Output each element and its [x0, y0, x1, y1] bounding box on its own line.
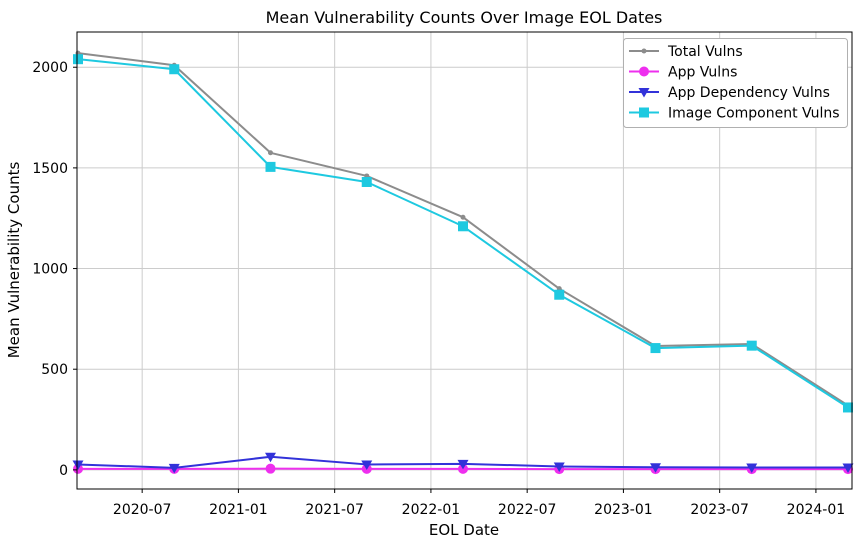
legend-label-app-dependency-vulns: App Dependency Vulns — [668, 85, 830, 101]
x-tick-label: 2020-07 — [113, 502, 172, 518]
y-tick-label: 500 — [41, 362, 68, 378]
data-point-marker-image-component-vulns — [73, 54, 83, 65]
data-point-marker-image-component-vulns — [458, 221, 468, 232]
series-app-dependency-vulns — [72, 452, 854, 474]
data-point-marker-app-dependency-vulns — [361, 460, 373, 470]
x-tick-label: 2023-07 — [690, 502, 749, 518]
legend-item-app-dependency-vulns: App Dependency Vulns — [629, 85, 830, 101]
chart-title: Mean Vulnerability Counts Over Image EOL… — [266, 8, 663, 27]
data-point-marker-app-dependency-vulns — [553, 462, 565, 472]
data-point-marker-image-component-vulns — [169, 64, 180, 75]
data-point-marker-app-dependency-vulns — [265, 452, 276, 463]
x-tick-label: 2024-01 — [787, 502, 846, 518]
legend-label-image-component-vulns: Image Component Vulns — [668, 106, 840, 122]
data-point-marker-total-vulns — [460, 214, 466, 220]
legend-label-app-vulns: App Vulns — [668, 65, 737, 81]
data-point-marker-app-dependency-vulns — [72, 460, 84, 470]
x-tick-label: 2022-01 — [402, 502, 461, 518]
legend-marker-app-dependency-vulns — [638, 88, 650, 98]
x-tick-label: 2023-01 — [594, 502, 653, 518]
x-tick-label: 2021-01 — [209, 502, 268, 518]
legend: Total Vulns App Vulns App Dependency Vulns… — [623, 38, 848, 128]
data-point-marker-app-vulns — [265, 463, 276, 474]
y-tick-label: 0 — [59, 463, 68, 479]
data-point-marker-app-dependency-vulns — [842, 463, 854, 473]
y-tick-label: 1500 — [32, 161, 68, 177]
x-tick-label: 2021-07 — [305, 502, 364, 518]
series-image-component-vulns — [73, 54, 853, 413]
data-point-marker-image-component-vulns — [361, 176, 372, 187]
legend-box — [623, 38, 848, 128]
x-axis-label: EOL Date — [429, 521, 499, 539]
x-tick-label: 2022-07 — [498, 502, 557, 518]
data-point-marker-app-dependency-vulns — [650, 463, 661, 473]
data-point-marker-image-component-vulns — [650, 343, 661, 354]
y-axis-label: Mean Vulnerability Counts — [5, 162, 23, 359]
data-point-marker-image-component-vulns — [265, 161, 276, 172]
data-point-marker-image-component-vulns — [746, 340, 757, 351]
data-point-marker-app-dependency-vulns — [746, 463, 758, 473]
y-tick-label: 1000 — [32, 262, 68, 278]
data-point-marker-app-dependency-vulns — [457, 459, 469, 470]
axes-spines — [76, 31, 853, 490]
data-point-marker-total-vulns — [268, 150, 273, 156]
data-point-marker-image-component-vulns — [843, 402, 853, 413]
legend-marker-image-component-vulns — [639, 107, 649, 118]
data-point-marker-app-dependency-vulns — [168, 463, 180, 474]
legend-item-image-component-vulns: Image Component Vulns — [629, 106, 840, 122]
legend-item-total-vulns: Total Vulns — [629, 44, 743, 60]
legend-marker-app-vulns — [639, 66, 649, 77]
legend-label-total-vulns: Total Vulns — [667, 44, 743, 60]
data-point-marker-image-component-vulns — [554, 289, 565, 300]
y-tick-label: 2000 — [32, 60, 68, 76]
legend-marker-total-vulns — [641, 48, 647, 54]
legend-item-app-vulns: App Vulns — [629, 65, 737, 81]
